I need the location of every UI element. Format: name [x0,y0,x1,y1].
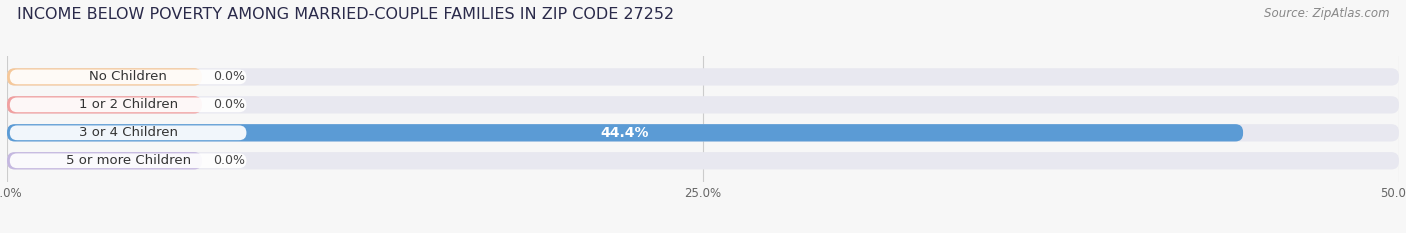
Text: Source: ZipAtlas.com: Source: ZipAtlas.com [1264,7,1389,20]
FancyBboxPatch shape [7,68,202,86]
FancyBboxPatch shape [7,68,1399,86]
FancyBboxPatch shape [10,69,246,84]
Text: 5 or more Children: 5 or more Children [66,154,191,167]
FancyBboxPatch shape [10,97,246,112]
Text: 44.4%: 44.4% [600,126,650,140]
FancyBboxPatch shape [7,96,202,113]
Text: 0.0%: 0.0% [214,70,245,83]
FancyBboxPatch shape [7,152,1399,169]
Text: 3 or 4 Children: 3 or 4 Children [79,126,177,139]
FancyBboxPatch shape [7,96,1399,113]
Text: No Children: No Children [89,70,167,83]
FancyBboxPatch shape [7,152,202,169]
FancyBboxPatch shape [7,124,1399,141]
Text: 0.0%: 0.0% [214,98,245,111]
FancyBboxPatch shape [10,125,246,140]
FancyBboxPatch shape [10,153,246,168]
Text: 0.0%: 0.0% [214,154,245,167]
Text: INCOME BELOW POVERTY AMONG MARRIED-COUPLE FAMILIES IN ZIP CODE 27252: INCOME BELOW POVERTY AMONG MARRIED-COUPL… [17,7,673,22]
Text: 1 or 2 Children: 1 or 2 Children [79,98,177,111]
FancyBboxPatch shape [7,124,1243,141]
